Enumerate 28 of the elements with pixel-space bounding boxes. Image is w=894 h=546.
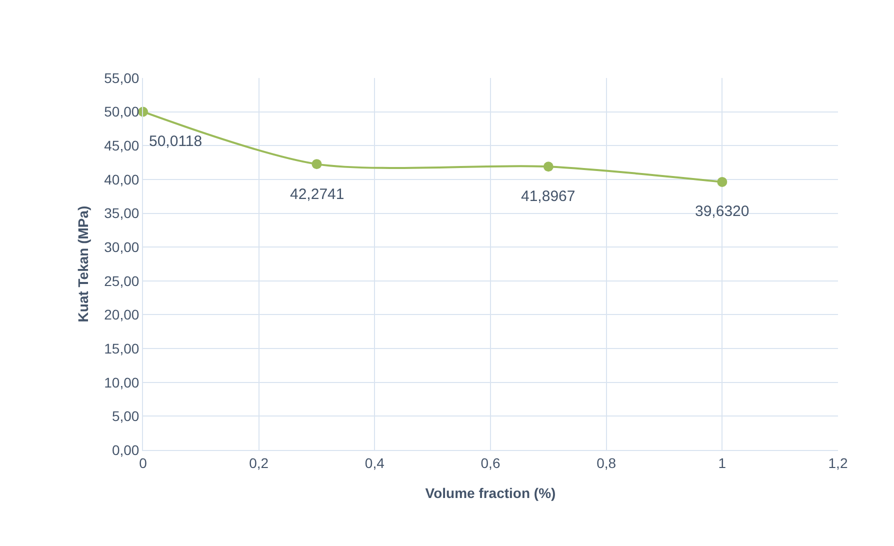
x-tick-label: 1: [718, 454, 726, 471]
y-tick-label: 30,00: [104, 238, 140, 255]
x-tick-label: 0,6: [480, 454, 500, 471]
y-tick-label: 55,00: [104, 70, 140, 86]
y-axis-title: Kuat Tekan (MPa): [74, 206, 91, 322]
x-tick-label: 0: [139, 454, 148, 471]
data-label: 50,0118: [149, 133, 202, 150]
y-tick-label: 35,00: [104, 205, 140, 222]
y-tick-label: 15,00: [104, 340, 140, 356]
y-tick-label: 40,00: [104, 171, 140, 188]
y-tick-label: 0,00: [112, 442, 140, 458]
point: [717, 176, 728, 187]
data-label: 39,6320: [695, 203, 750, 220]
x-axis-title: Volume fraction (%): [425, 485, 556, 502]
x-tick-label: 1,2: [828, 454, 848, 471]
y-tick-label: 50,00: [104, 104, 140, 120]
point: [312, 159, 322, 170]
y-tick-label: 20,00: [104, 306, 140, 323]
y-tick-label: 5,00: [112, 408, 140, 424]
y-tick-label: 45,00: [104, 138, 140, 154]
point: [543, 162, 554, 172]
data-label: 42,2741: [290, 186, 344, 203]
data-label: 41,8967: [521, 188, 576, 205]
x-tick-label: 0,4: [364, 454, 385, 471]
y-tick-label: 10,00: [104, 374, 140, 390]
x-tick-label: 0,2: [249, 454, 269, 471]
x-tick-label: 0,8: [596, 454, 616, 471]
y-tick-label: 25,00: [104, 272, 140, 289]
